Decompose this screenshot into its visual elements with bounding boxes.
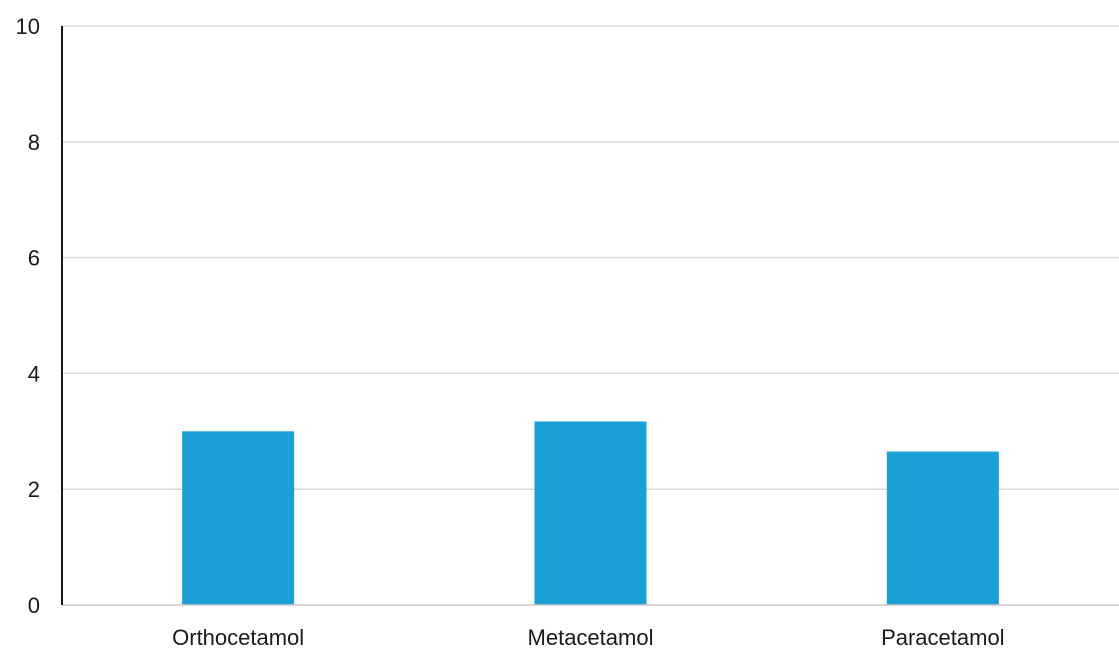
bar-orthocetamol (182, 431, 295, 605)
y-tick-label: 10 (16, 14, 40, 39)
bar-paracetamol (886, 451, 999, 605)
x-tick-label: Orthocetamol (172, 625, 304, 649)
bar-metacetamol (534, 421, 647, 605)
grid-layer (62, 25, 1119, 490)
bar-layer (182, 421, 999, 605)
y-tick-label: 0 (28, 593, 40, 618)
y-tick-label: 8 (28, 130, 40, 155)
y-tick-label: 6 (28, 246, 40, 271)
y-tick-label: 4 (28, 361, 40, 386)
axis-layer (61, 26, 1119, 606)
y-tick-label: 2 (28, 477, 40, 502)
x-tick-label: Metacetamol (528, 625, 654, 649)
x-tick-label: Paracetamol (881, 625, 1005, 649)
y-tick-labels: 0 2 4 6 8 10 (16, 14, 40, 618)
x-tick-labels: Orthocetamol Metacetamol Paracetamol (172, 625, 1004, 649)
